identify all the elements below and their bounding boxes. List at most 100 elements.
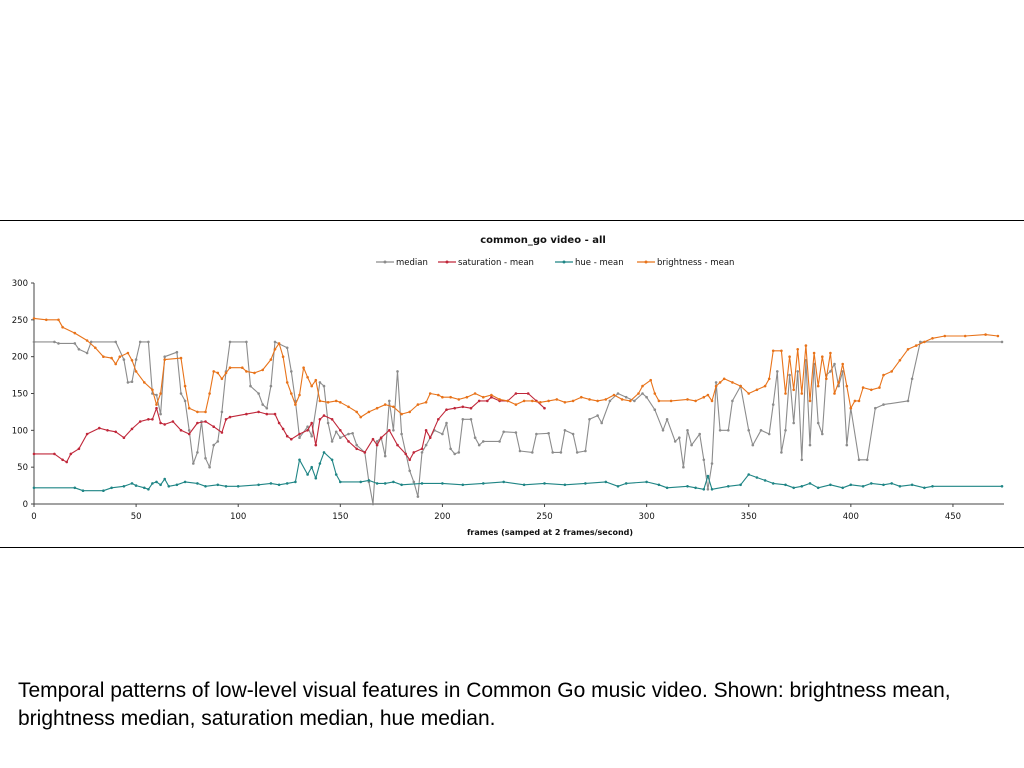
data-point: [277, 483, 281, 487]
data-point: [347, 440, 350, 443]
data-point: [265, 406, 269, 410]
data-point: [543, 406, 546, 410]
data-point: [306, 429, 309, 432]
data-point: [784, 483, 787, 487]
data-point: [118, 355, 122, 358]
data-point: [596, 414, 599, 417]
data-point: [281, 427, 285, 431]
data-point: [269, 482, 273, 485]
data-point: [710, 488, 714, 491]
data-point: [751, 443, 755, 447]
data-point: [498, 398, 501, 401]
data-point: [151, 388, 154, 392]
x-tick-label: 400: [843, 512, 859, 522]
data-point: [77, 348, 81, 351]
data-point: [698, 432, 701, 436]
data-point: [469, 406, 473, 410]
data-point: [747, 473, 750, 476]
data-point: [588, 418, 591, 421]
data-point: [890, 370, 893, 373]
data-point: [32, 452, 36, 456]
data-point: [159, 483, 162, 487]
data-point: [437, 418, 440, 421]
data-point: [163, 355, 166, 358]
data-point: [710, 462, 714, 465]
data-point: [310, 384, 314, 388]
data-point: [400, 483, 403, 487]
data-point: [57, 342, 60, 345]
data-point: [245, 370, 248, 373]
data-point: [138, 420, 142, 423]
data-point: [253, 371, 256, 375]
data-point: [212, 443, 215, 447]
data-point: [445, 408, 448, 411]
data-point: [800, 458, 804, 462]
data-point: [563, 429, 567, 432]
data-point: [906, 399, 910, 403]
data-point: [776, 370, 779, 373]
data-point: [706, 474, 710, 478]
data-point: [339, 401, 342, 404]
series-saturation-mean: [32, 392, 546, 464]
data-point: [816, 421, 820, 425]
data-point: [65, 460, 68, 464]
data-point: [318, 381, 322, 384]
data-point: [641, 384, 644, 388]
data-point: [747, 429, 750, 432]
data-point: [363, 451, 367, 454]
data-point: [310, 465, 314, 469]
data-point: [388, 429, 391, 432]
legend-marker: [562, 260, 566, 264]
data-point: [841, 486, 844, 490]
data-point: [102, 489, 105, 493]
data-point: [898, 485, 902, 488]
data-point: [727, 485, 730, 488]
y-axis: 0 50 100 150 200 250 300: [12, 279, 35, 510]
data-point: [396, 443, 399, 447]
x-tick-label: 250: [536, 512, 552, 522]
data-point: [147, 418, 150, 421]
chart-frame: common_go video - all median saturation -…: [0, 220, 1024, 548]
data-point: [175, 350, 179, 354]
data-point: [788, 373, 791, 377]
data-point: [310, 421, 314, 425]
data-point: [383, 403, 387, 406]
data-point: [314, 443, 318, 447]
data-point: [183, 399, 187, 403]
data-point: [224, 371, 228, 375]
figure-caption: Temporal patterns of low-level visual fe…: [18, 679, 951, 730]
legend-item: median: [376, 258, 428, 268]
data-point: [326, 421, 330, 425]
data-point: [845, 443, 849, 447]
data-point: [281, 355, 285, 358]
data-point: [420, 447, 424, 451]
data-point: [837, 381, 840, 384]
x-tick-label: 300: [639, 512, 655, 522]
data-point: [461, 418, 465, 421]
data-point: [171, 420, 175, 423]
data-point: [81, 489, 85, 493]
data-point: [179, 356, 183, 360]
data-point: [477, 399, 481, 403]
data-point: [686, 429, 689, 432]
data-point: [600, 421, 603, 425]
data-point: [134, 484, 138, 487]
data-point: [351, 432, 354, 435]
data-point: [686, 398, 689, 401]
data-point: [571, 432, 575, 436]
data-point: [739, 483, 742, 487]
data-point: [400, 412, 403, 416]
data-point: [441, 432, 444, 436]
data-point: [163, 477, 166, 481]
data-point: [392, 429, 395, 432]
data-point: [416, 403, 420, 406]
data-point: [849, 483, 853, 487]
data-point: [196, 410, 199, 414]
data-point: [555, 398, 559, 401]
data-point: [347, 405, 350, 409]
data-point: [739, 384, 742, 388]
data-point: [375, 443, 379, 447]
data-point: [285, 482, 289, 485]
data-point: [596, 399, 599, 403]
data-point: [910, 483, 914, 487]
